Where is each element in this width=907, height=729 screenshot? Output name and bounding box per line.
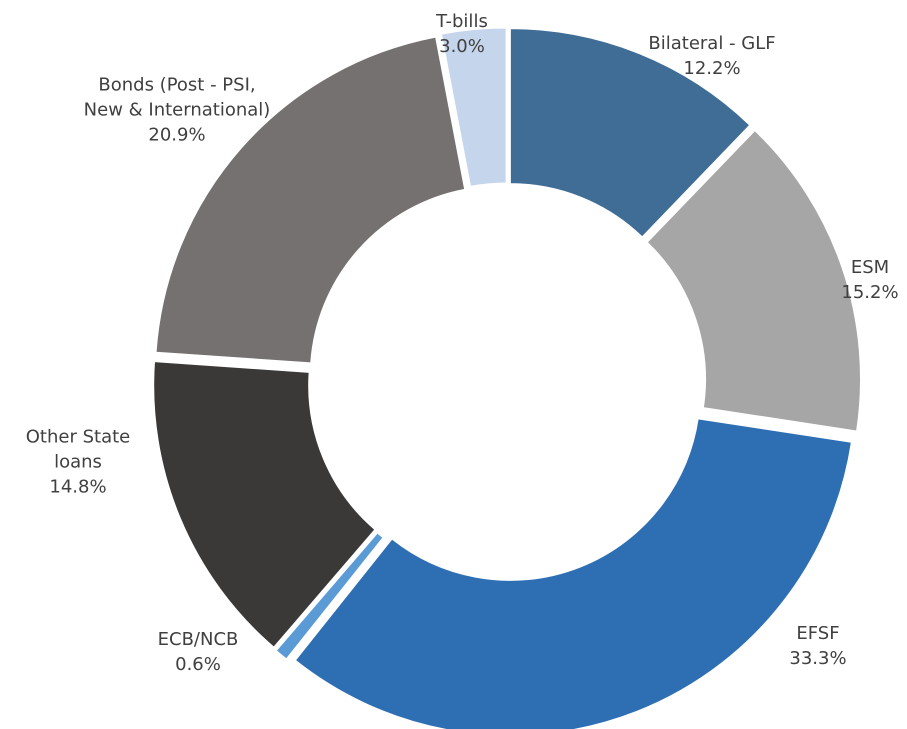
category-name: ECB/NCB: [157, 629, 239, 650]
slice: [275, 532, 384, 660]
slice-label: Bonds (Post - PSI, New & International) 2…: [77, 73, 277, 148]
slice-label: Other State loans 14.8%: [3, 425, 153, 500]
value-label: 0.6%: [175, 654, 221, 675]
value-label: 3.0%: [439, 36, 485, 57]
slice: [153, 361, 376, 648]
slice-label: ECB/NCB 0.6%: [138, 627, 258, 677]
value-label: 33.3%: [789, 648, 847, 669]
value-label: 12.2%: [683, 58, 741, 79]
value-label: 15.2%: [841, 282, 899, 303]
value-label: 20.9%: [148, 124, 206, 146]
category-name: T-bills: [436, 11, 488, 32]
slice: [294, 418, 852, 729]
category-name: Other State loans: [25, 426, 131, 473]
category-name: Bonds (Post - PSI, New & International): [83, 74, 271, 121]
slice-label: ESM 15.2%: [830, 255, 907, 305]
slice-label: EFSF 33.3%: [768, 621, 868, 671]
slice: [155, 36, 466, 364]
slice: [646, 129, 861, 432]
slice: [440, 27, 507, 187]
slice-label: T-bills 3.0%: [412, 9, 512, 59]
slice: [509, 28, 751, 238]
category-name: Bilateral - GLF: [648, 33, 776, 54]
category-name: ESM: [850, 257, 890, 278]
slice-label: Bilateral - GLF 12.2%: [612, 31, 812, 81]
value-label: 14.8%: [49, 476, 107, 498]
category-name: EFSF: [796, 623, 840, 644]
